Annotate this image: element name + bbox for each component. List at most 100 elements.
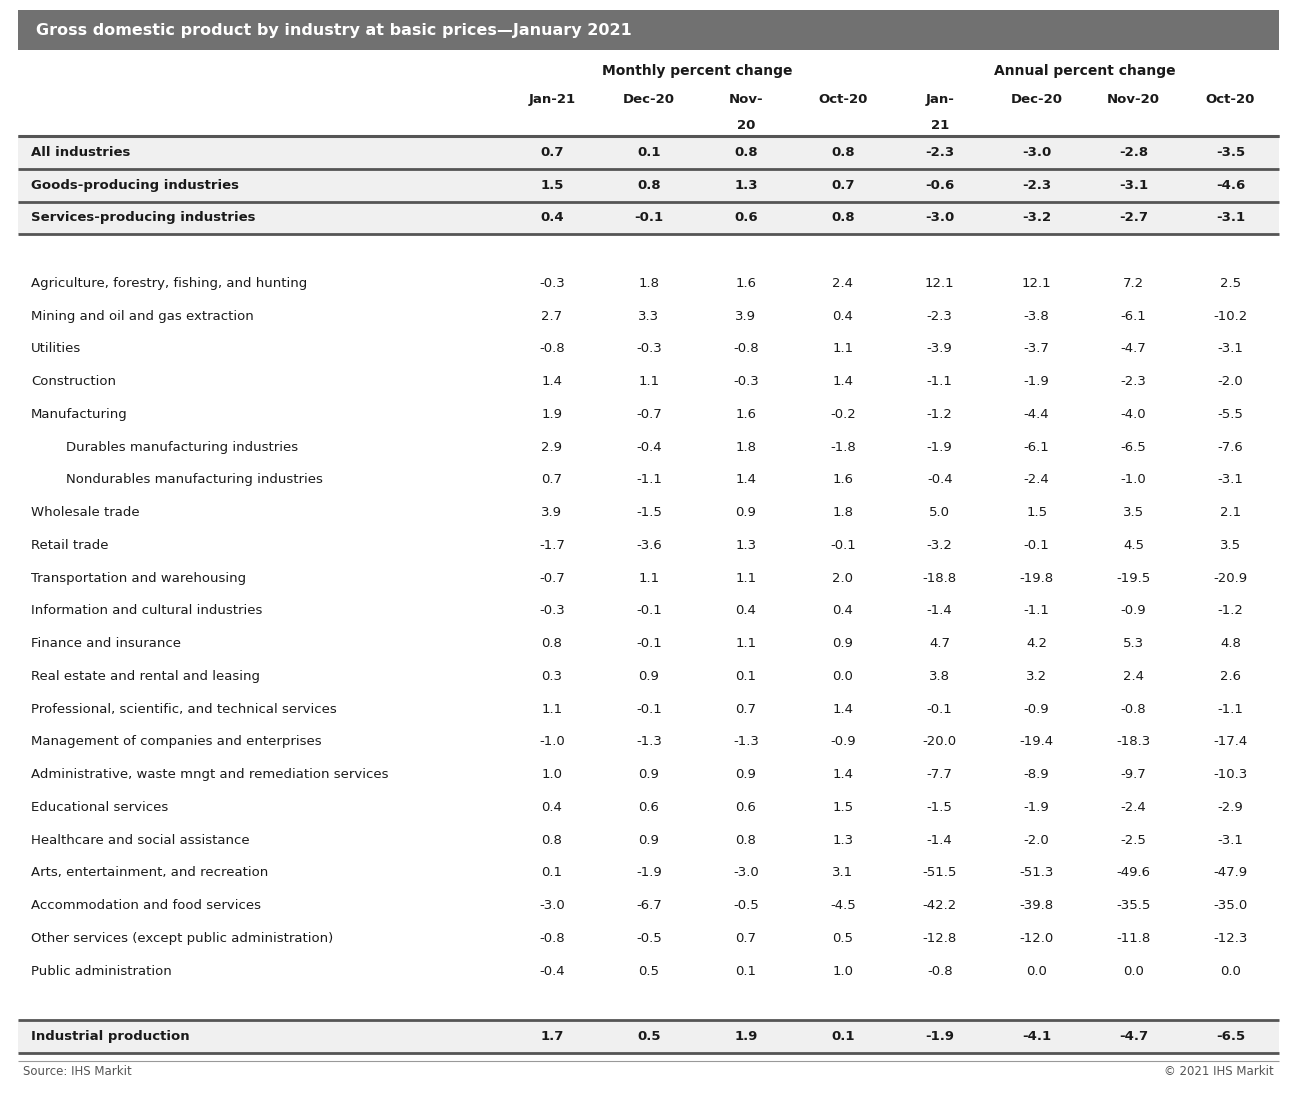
Text: -0.6: -0.6: [925, 179, 955, 191]
Text: 0.1: 0.1: [735, 965, 756, 978]
Text: 0.0: 0.0: [1123, 965, 1144, 978]
Text: -0.8: -0.8: [927, 965, 952, 978]
Text: -3.2: -3.2: [1022, 211, 1051, 224]
Text: 1.4: 1.4: [735, 473, 756, 486]
Text: 0.8: 0.8: [831, 211, 855, 224]
Text: -3.1: -3.1: [1218, 833, 1244, 846]
Text: 2.9: 2.9: [541, 441, 563, 454]
Text: Dec-20: Dec-20: [1010, 94, 1062, 106]
Text: -0.8: -0.8: [540, 343, 564, 356]
Text: 2.4: 2.4: [1123, 670, 1144, 683]
Text: -0.7: -0.7: [540, 571, 564, 585]
Text: 21: 21: [930, 118, 949, 131]
Text: 2.1: 2.1: [1220, 506, 1241, 519]
Text: 0.8: 0.8: [542, 833, 563, 846]
Text: Industrial production: Industrial production: [31, 1030, 189, 1043]
Text: -0.8: -0.8: [733, 343, 759, 356]
Text: 0.3: 0.3: [541, 670, 563, 683]
Text: -0.1: -0.1: [636, 604, 661, 618]
Text: -0.1: -0.1: [636, 638, 661, 650]
Text: 0.8: 0.8: [542, 638, 563, 650]
Text: -0.3: -0.3: [540, 277, 564, 290]
Text: 0.9: 0.9: [735, 768, 756, 781]
Text: -3.1: -3.1: [1218, 343, 1244, 356]
Text: 3.3: 3.3: [638, 309, 659, 323]
Text: -6.5: -6.5: [1121, 441, 1147, 454]
Text: 2.5: 2.5: [1220, 277, 1241, 290]
Text: -20.0: -20.0: [922, 735, 957, 748]
Text: -0.2: -0.2: [830, 408, 856, 421]
Text: -2.8: -2.8: [1119, 146, 1148, 159]
Text: 1.5: 1.5: [1026, 506, 1047, 519]
Text: 2.0: 2.0: [833, 571, 853, 585]
Text: -2.0: -2.0: [1218, 375, 1244, 388]
Text: 5.0: 5.0: [929, 506, 951, 519]
Text: 0.8: 0.8: [637, 179, 660, 191]
Text: -0.1: -0.1: [634, 211, 664, 224]
Text: 3.5: 3.5: [1123, 506, 1144, 519]
Text: -1.9: -1.9: [927, 441, 952, 454]
Text: -0.4: -0.4: [540, 965, 564, 978]
Text: -0.4: -0.4: [636, 441, 661, 454]
Text: 0.9: 0.9: [735, 506, 756, 519]
Text: 1.3: 1.3: [833, 833, 853, 846]
Text: 1.8: 1.8: [833, 506, 853, 519]
Text: -3.0: -3.0: [925, 211, 955, 224]
Text: -0.7: -0.7: [636, 408, 661, 421]
Text: 1.6: 1.6: [833, 473, 853, 486]
Text: -0.1: -0.1: [927, 703, 952, 716]
Text: 0.6: 0.6: [734, 211, 757, 224]
Text: 0.9: 0.9: [638, 833, 659, 846]
Text: Administrative, waste mngt and remediation services: Administrative, waste mngt and remediati…: [31, 768, 389, 781]
Text: 0.9: 0.9: [638, 670, 659, 683]
Text: -19.4: -19.4: [1019, 735, 1053, 748]
Text: Goods-producing industries: Goods-producing industries: [31, 179, 239, 191]
Text: -2.9: -2.9: [1218, 801, 1244, 814]
Text: -0.8: -0.8: [1121, 703, 1147, 716]
Text: Healthcare and social assistance: Healthcare and social assistance: [31, 833, 249, 846]
Text: Wholesale trade: Wholesale trade: [31, 506, 140, 519]
Text: -11.8: -11.8: [1117, 932, 1150, 945]
Text: -0.9: -0.9: [1121, 604, 1147, 618]
Text: -39.8: -39.8: [1019, 899, 1053, 912]
Text: 3.2: 3.2: [1026, 670, 1047, 683]
Text: 7.2: 7.2: [1123, 277, 1144, 290]
Text: -0.3: -0.3: [636, 343, 661, 356]
Text: 0.7: 0.7: [541, 146, 564, 159]
Text: 1.1: 1.1: [638, 375, 659, 388]
Text: -0.5: -0.5: [733, 899, 759, 912]
Text: Monthly percent change: Monthly percent change: [602, 64, 792, 78]
Text: Utilities: Utilities: [31, 343, 82, 356]
Text: 4.5: 4.5: [1123, 539, 1144, 551]
Text: 2.4: 2.4: [833, 277, 853, 290]
Text: -3.1: -3.1: [1217, 211, 1245, 224]
Text: -3.8: -3.8: [1023, 309, 1049, 323]
Text: 1.0: 1.0: [833, 965, 853, 978]
Text: -5.5: -5.5: [1218, 408, 1244, 421]
Text: -2.4: -2.4: [1121, 801, 1147, 814]
Text: Real estate and rental and leasing: Real estate and rental and leasing: [31, 670, 259, 683]
Text: -7.7: -7.7: [927, 768, 953, 781]
Text: 12.1: 12.1: [925, 277, 955, 290]
Text: -3.9: -3.9: [927, 343, 952, 356]
Text: Nov-20: Nov-20: [1108, 94, 1160, 106]
Text: -0.4: -0.4: [927, 473, 952, 486]
Text: -1.5: -1.5: [636, 506, 661, 519]
Text: Construction: Construction: [31, 375, 115, 388]
Text: -4.6: -4.6: [1215, 179, 1245, 191]
Text: 1.4: 1.4: [833, 768, 853, 781]
Text: 0.7: 0.7: [735, 703, 756, 716]
Text: Oct-20: Oct-20: [1206, 94, 1255, 106]
Text: 1.9: 1.9: [541, 408, 563, 421]
Text: 1.4: 1.4: [541, 375, 563, 388]
Text: -0.3: -0.3: [733, 375, 759, 388]
Text: -1.9: -1.9: [925, 1030, 955, 1043]
Text: 0.1: 0.1: [637, 146, 660, 159]
Text: 1.3: 1.3: [735, 539, 756, 551]
Text: Professional, scientific, and technical services: Professional, scientific, and technical …: [31, 703, 337, 716]
Text: -0.9: -0.9: [1023, 703, 1049, 716]
Text: Information and cultural industries: Information and cultural industries: [31, 604, 262, 618]
Text: Annual percent change: Annual percent change: [995, 64, 1176, 78]
Text: -18.3: -18.3: [1117, 735, 1150, 748]
Text: -51.5: -51.5: [922, 866, 957, 880]
